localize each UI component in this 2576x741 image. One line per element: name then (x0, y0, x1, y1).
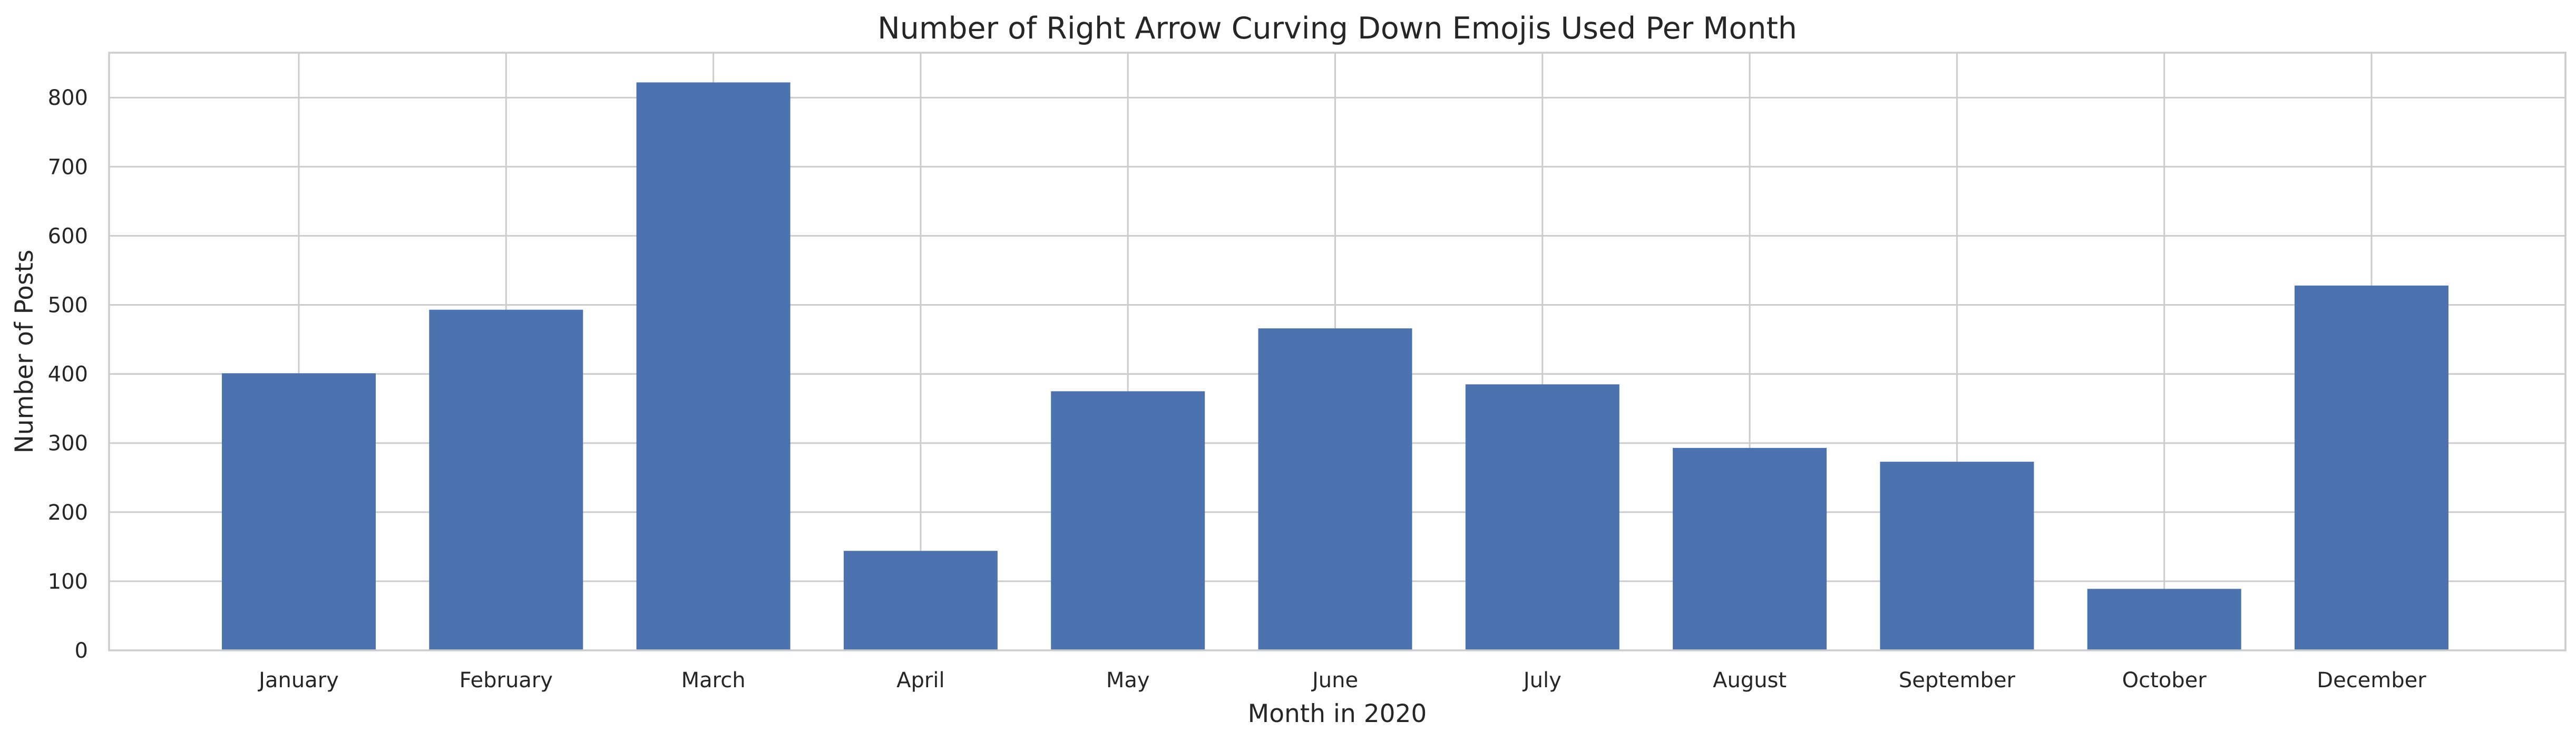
y-tick-label: 0 (75, 639, 88, 663)
x-tick-label-july: July (1522, 668, 1562, 693)
bar-july (1465, 384, 1619, 650)
x-axis-label: Month in 2020 (1248, 699, 1427, 728)
bar-february (429, 309, 583, 650)
x-tick-label-december: December (2317, 668, 2426, 693)
x-tick-label-january: January (257, 668, 339, 693)
y-axis-label: Number of Posts (10, 250, 39, 454)
bar-march (636, 82, 791, 650)
bars (222, 82, 2448, 650)
y-tick-label: 600 (48, 224, 88, 248)
y-tick-label: 200 (48, 501, 88, 525)
y-tick-label: 500 (48, 294, 88, 318)
x-tick-label-june: June (1311, 668, 1358, 693)
bar-august (1673, 447, 1827, 650)
bar-october (2087, 589, 2241, 650)
x-tick-label-september: September (1899, 668, 2016, 693)
x-tick-label-october: October (2122, 668, 2207, 693)
x-tick-label-february: February (460, 668, 553, 693)
y-tick-label: 800 (48, 86, 88, 110)
x-tick-label-may: May (1106, 668, 1150, 693)
bar-may (1051, 391, 1205, 650)
chart-title: Number of Right Arrow Curving Down Emoji… (877, 11, 1797, 46)
x-tick-label-april: April (896, 668, 944, 693)
bar-january (222, 373, 376, 650)
y-tick-labels: 0 100 200 300 400 500 600 700 800 (48, 86, 88, 663)
plot-area-frame (108, 52, 2567, 651)
x-tick-labels: January February March April May June July Augu… (257, 668, 2426, 693)
bar-april (843, 551, 998, 650)
y-tick-label: 700 (48, 155, 88, 179)
y-tick-label: 400 (48, 363, 88, 387)
x-tick-label-march: March (681, 668, 746, 693)
bar-june (1258, 328, 1412, 650)
y-tick-label: 100 (48, 570, 88, 594)
bar-september (1880, 462, 2034, 650)
x-tick-label-august: August (1713, 668, 1787, 693)
bar-december (2295, 285, 2448, 650)
y-tick-label: 300 (48, 432, 88, 456)
